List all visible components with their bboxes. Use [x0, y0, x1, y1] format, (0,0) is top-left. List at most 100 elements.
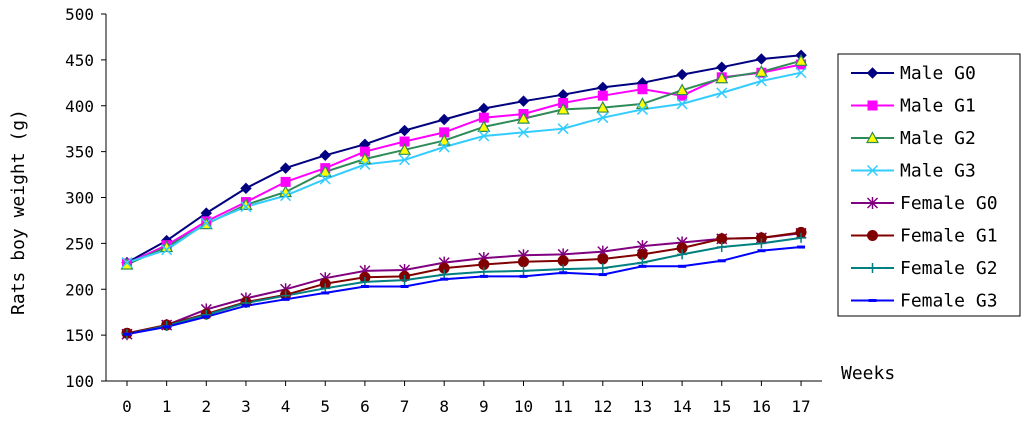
x-tick-label: 3 — [241, 397, 251, 416]
legend-marker — [867, 100, 878, 111]
data-point-male-g2 — [794, 54, 808, 66]
data-point-male-g2 — [754, 65, 768, 77]
legend-marker — [865, 131, 880, 144]
data-point-male-g0 — [716, 61, 728, 73]
legend-label: Female G2 — [900, 258, 998, 279]
x-tick-label: 12 — [593, 397, 612, 416]
data-point-male-g0 — [676, 68, 688, 81]
data-point-male-g3 — [676, 98, 688, 110]
y-tick-label: 500 — [65, 5, 94, 24]
data-point-male-g0 — [279, 162, 292, 174]
x-tick-label: 1 — [162, 397, 172, 416]
data-point-female-g2 — [716, 242, 727, 253]
x-tick-label: 11 — [554, 397, 573, 416]
data-point-female-g1 — [518, 256, 529, 268]
legend-entry-female-g1: Female G1 — [851, 226, 998, 247]
y-tick-label: 400 — [65, 97, 94, 116]
legend-label: Female G3 — [900, 291, 998, 312]
y-tick-label: 300 — [65, 189, 94, 208]
data-point-male-g0 — [240, 182, 252, 195]
data-point-male-g0 — [319, 149, 331, 162]
data-point-male-g2 — [556, 102, 570, 115]
series-line-female-g1 — [126, 231, 802, 335]
legend-entry-male-g0: Male G0 — [851, 63, 976, 84]
data-point-male-g0 — [398, 124, 411, 137]
data-point-male-g3 — [557, 123, 569, 135]
legend-entry-male-g2: Male G2 — [851, 128, 976, 149]
data-point-male-g3 — [240, 201, 252, 213]
x-tick-label: 2 — [201, 397, 211, 416]
series-line-male-g0 — [126, 54, 802, 264]
data-point-male-g3 — [161, 244, 173, 256]
series-line-female-g3 — [126, 246, 802, 336]
legend-label: Female G1 — [900, 226, 998, 247]
data-point-female-g2 — [756, 238, 767, 249]
y-tick-label: 100 — [65, 372, 94, 391]
data-point-male-g2 — [437, 133, 451, 146]
legend-marker — [867, 263, 878, 273]
data-point-male-g2 — [675, 83, 689, 96]
y-tick-label: 350 — [65, 143, 94, 162]
x-axis-title: Weeks — [841, 363, 895, 384]
data-point-male-g3 — [795, 67, 807, 79]
data-point-male-g1 — [597, 90, 608, 101]
legend-marker — [866, 67, 879, 79]
data-point-male-g0 — [478, 102, 490, 115]
legend-entry-male-g3: Male G3 — [851, 161, 976, 182]
data-point-female-g2 — [597, 263, 608, 274]
data-point-male-g2 — [398, 143, 412, 155]
data-point-male-g2 — [516, 111, 531, 124]
y-axis-title: Rats boy weight (g) — [8, 109, 29, 315]
legend-box — [837, 53, 1021, 317]
x-tick-label: 15 — [712, 397, 731, 416]
y-tick-label: 200 — [65, 280, 94, 299]
series-line-female-g0 — [126, 232, 802, 336]
data-point-male-g3 — [399, 154, 411, 166]
data-point-male-g3 — [716, 87, 728, 99]
data-point-male-g1 — [637, 84, 648, 95]
legend-label: Male G1 — [900, 96, 976, 117]
series-markers — [120, 49, 808, 341]
data-point-female-g2 — [399, 275, 410, 286]
x-tick-label: 9 — [479, 397, 489, 416]
series-line-male-g2 — [126, 59, 802, 266]
legend-label: Male G0 — [900, 63, 976, 84]
data-point-male-g3 — [636, 103, 648, 115]
data-point-male-g2 — [318, 165, 332, 177]
x-tick-label: 14 — [672, 397, 691, 416]
data-point-male-g3 — [478, 130, 490, 142]
legend-marker — [867, 230, 878, 241]
series-line-male-g1 — [126, 63, 802, 265]
series-line-female-g2 — [126, 236, 802, 336]
y-tick-label: 450 — [65, 51, 94, 70]
legend-entry-female-g2: Female G2 — [851, 258, 998, 279]
legend-label: Female G0 — [900, 193, 998, 214]
legend-entry-female-g0: Female G0 — [851, 193, 998, 214]
legend-marker — [866, 164, 879, 177]
data-point-male-g3 — [755, 75, 767, 87]
series-lines — [126, 54, 802, 336]
data-point-male-g3 — [280, 190, 292, 202]
legend-label: Male G3 — [900, 161, 976, 182]
x-tick-label: 13 — [633, 397, 652, 416]
data-point-male-g2 — [477, 120, 491, 132]
legend-entry-male-g1: Male G1 — [851, 96, 976, 117]
data-point-male-g2 — [120, 257, 134, 270]
data-point-male-g0 — [438, 113, 450, 126]
data-point-female-g2 — [796, 232, 807, 243]
y-tick-label: 150 — [65, 326, 94, 345]
data-point-male-g2 — [715, 71, 729, 84]
x-tick-label: 5 — [320, 397, 330, 416]
legend-entry-female-g3: Female G3 — [851, 291, 998, 312]
data-point-male-g3 — [319, 173, 331, 185]
data-point-male-g3 — [597, 112, 609, 124]
x-tick-label: 4 — [281, 397, 291, 416]
data-point-male-g3 — [517, 126, 530, 138]
data-point-male-g3 — [359, 158, 371, 171]
data-point-female-g1 — [597, 253, 609, 265]
x-tick-label: 0 — [122, 397, 132, 416]
x-tick-label: 17 — [791, 397, 810, 416]
data-point-male-g2 — [596, 100, 610, 113]
